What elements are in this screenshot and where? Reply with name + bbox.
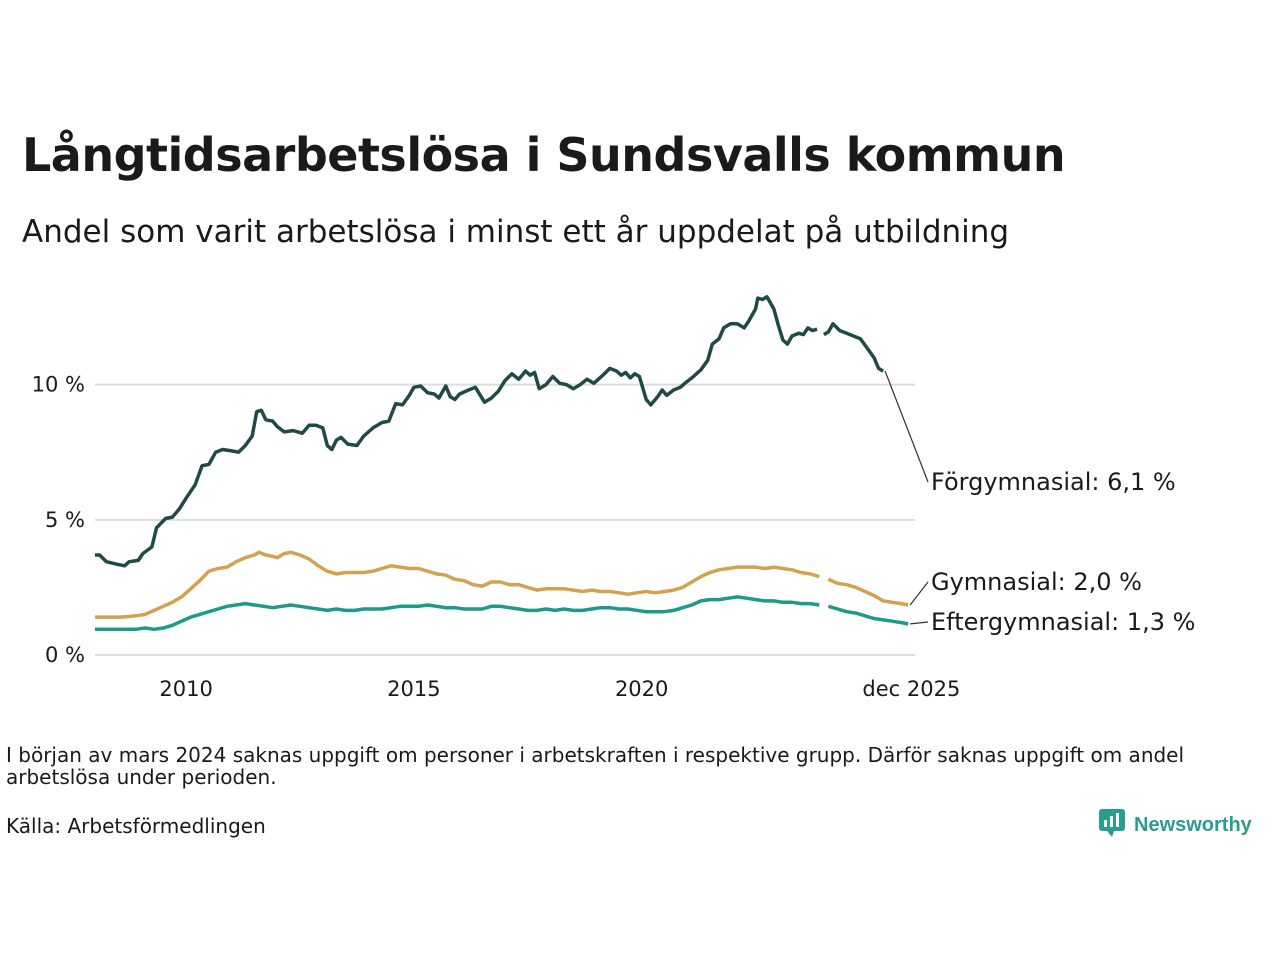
x-tick-label: dec 2025	[862, 677, 960, 701]
series-line-eftergymnasial-0	[95, 595, 820, 632]
y-axis-ticks: 0 % 5 % 10 %	[32, 373, 85, 667]
end-label-eftergymnasial: Eftergymnasial: 1,3 %	[931, 608, 1195, 636]
series-line-eftergymnasial-1	[827, 604, 909, 626]
chart-subtitle: Andel som varit arbetslösa i minst ett å…	[22, 214, 1010, 250]
newsworthy-brand-text: Newsworthy	[1134, 813, 1252, 836]
gridlines	[95, 383, 915, 656]
series-line-gymnasial-0	[95, 550, 820, 619]
end-label-leader	[910, 621, 929, 625]
end-labels: Förgymnasial: 6,1 % Gymnasial: 2,0 % Efter…	[884, 370, 1195, 636]
y-tick-label: 0 %	[45, 643, 85, 667]
newsworthy-logo[interactable]: Newsworthy	[1098, 808, 1252, 842]
x-tick-label: 2010	[159, 677, 212, 701]
series-line-förgymnasial-0	[95, 295, 818, 568]
end-label-förgymnasial: Förgymnasial: 6,1 %	[931, 468, 1176, 496]
series-lines	[95, 295, 909, 632]
y-tick-label: 10 %	[32, 373, 85, 397]
x-axis-ticks: 2010 2015 2020 dec 2025	[159, 677, 960, 701]
footnote: I början av mars 2024 saknas uppgift om …	[6, 743, 1185, 789]
end-label-leader	[884, 370, 929, 483]
source-note: Källa: Arbetsförmedlingen	[6, 814, 266, 838]
x-tick-label: 2020	[615, 677, 668, 701]
y-tick-label: 5 %	[45, 508, 85, 532]
end-label-leader	[909, 581, 929, 606]
series-line-gymnasial-1	[827, 577, 909, 607]
x-tick-label: 2015	[387, 677, 440, 701]
chart-title: Långtidsarbetslösa i Sundsvalls kommun	[22, 128, 1066, 182]
end-label-gymnasial: Gymnasial: 2,0 %	[931, 568, 1142, 596]
newsworthy-chart-icon	[1098, 808, 1126, 842]
series-line-förgymnasial-1	[822, 322, 885, 373]
